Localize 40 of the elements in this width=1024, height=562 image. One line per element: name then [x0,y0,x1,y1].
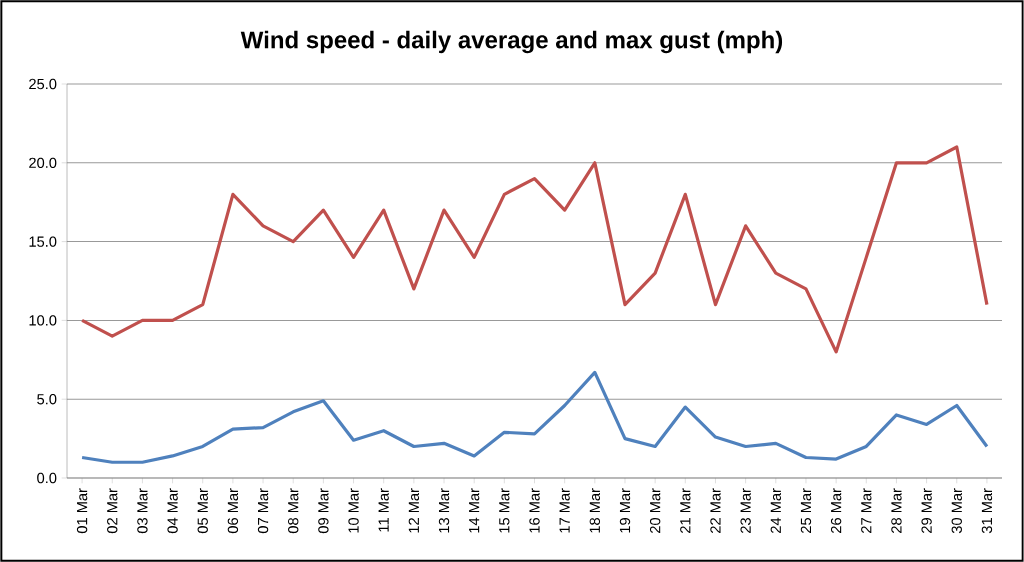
y-tick-label: 20.0 [29,157,57,168]
x-tick-label: 25 Mar [800,488,812,533]
x-tick-label: 06 Mar [227,488,239,534]
line-series [80,145,989,354]
x-tick-label: 03 Mar [137,488,148,534]
x-tick-label: 22 Mar [710,488,721,533]
x-tick-label: 23 Mar [740,488,751,533]
y-tick-label: 15.0 [29,236,57,247]
x-tick-label: 30 Mar [951,488,962,534]
x-tick-label: 21 Mar [680,488,691,533]
x-tick-label: 05 Mar [197,488,208,534]
x-tick-label: 15 Mar [499,488,510,533]
x-tick-label: 28 Mar [891,488,902,533]
x-tick-label: 12 Mar [408,488,420,533]
x-tick-label: 04 Mar [167,488,178,534]
x-tick-label: 02 Mar [107,488,118,534]
y-tick-label: 25.0 [29,78,57,90]
x-tick-label: 24 Mar [770,488,781,533]
line-series [80,370,989,464]
x-tick-label: 09 Mar [318,488,329,534]
y-tick-label: 0.0 [37,472,57,484]
x-tick-label: 13 Mar [438,488,450,533]
x-tick-label: 11 Mar [378,488,389,532]
x-tick-label: 19 Mar [619,488,631,533]
x-tick-label: 16 Mar [529,488,540,533]
x-tick-label: 08 Mar [288,488,299,534]
y-tick-label: 10.0 [29,315,57,326]
x-tick-label: 27 Mar [861,488,872,533]
x-tick-label: 10 Mar [348,488,359,533]
x-tick-label: 20 Mar [649,488,661,533]
x-tick-label: 17 Mar [559,488,570,533]
x-tick-label: 14 Mar [469,488,480,533]
x-tick-label: 31 Mar [981,488,993,534]
x-tick-label: 07 Mar [257,488,269,534]
x-tick-label: 01 Mar [76,488,88,534]
chart-title: Wind speed - daily average and max gust (mph) [240,30,783,54]
y-tick-label: 5.0 [37,394,57,405]
x-tick-label: 18 Mar [589,488,601,533]
x-tick-label: 26 Mar [830,488,842,533]
x-tick-label: 29 Mar [921,488,932,533]
